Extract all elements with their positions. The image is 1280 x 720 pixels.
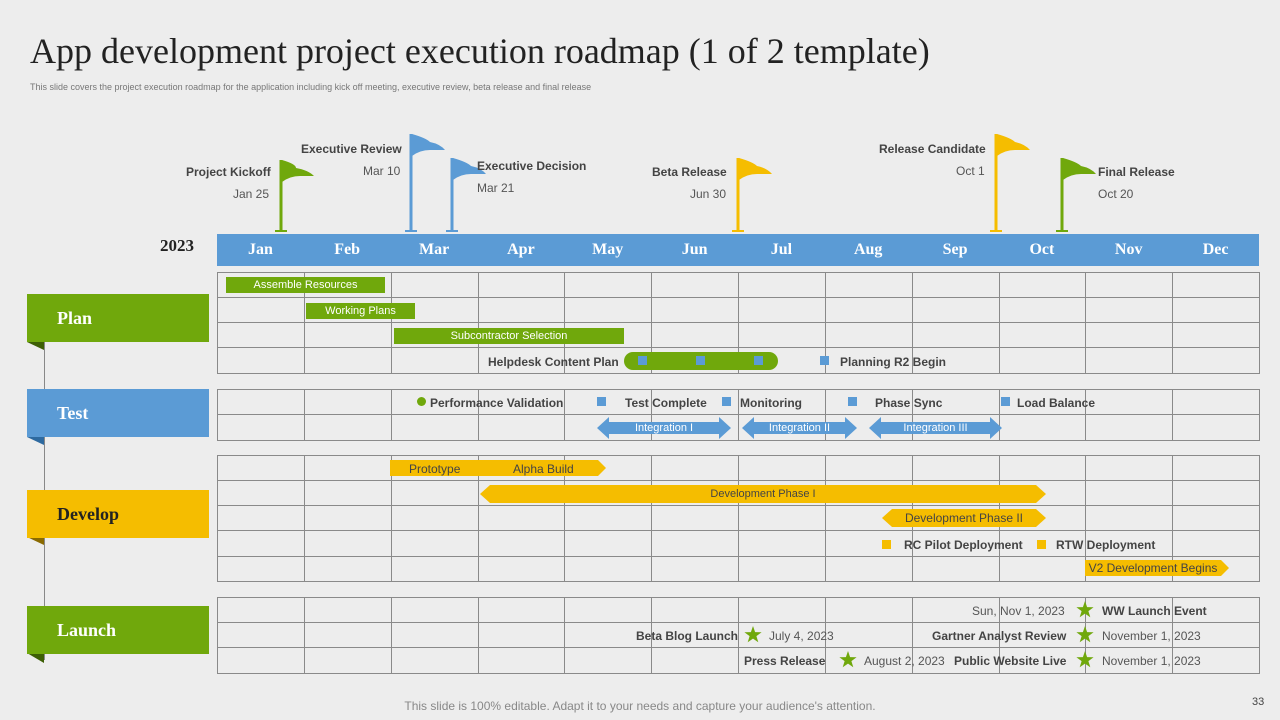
task-bar-development-phase-ii: Development Phase II [904, 511, 1024, 525]
event-label-beta-blog-launch: Beta Blog Launch [636, 629, 739, 643]
milestone-date-beta-release: Jun 30 [690, 187, 727, 201]
task-label-performance-validation: Performance Validation [430, 396, 564, 410]
month-mar: Mar [418, 241, 450, 258]
task-label-alpha-build: Alpha Build [513, 462, 574, 476]
task-bar-integration-ii: Integration II [768, 422, 831, 434]
milestone-date-executive-review: Mar 10 [363, 164, 401, 178]
month-jul: Jul [770, 241, 793, 258]
task-label-test-complete: Test Complete [625, 396, 707, 410]
milestone-date-executive-decision: Mar 21 [477, 181, 515, 195]
flag-icon-executive-review [405, 134, 445, 232]
milestone-label-final-release: Final Release [1098, 165, 1175, 179]
task-label-planning-r2-begin: Planning R2 Begin [840, 355, 947, 369]
task-bar-working-plans: Working Plans [306, 303, 415, 319]
milestone-marker [820, 356, 829, 365]
event-date-ww-launch: Sun, Nov 1, 2023 [972, 604, 1065, 618]
star-icon [1076, 601, 1094, 618]
event-date-public-website: November 1, 2023 [1102, 654, 1201, 668]
task-bar-assemble-resources: Assemble Resources [226, 277, 385, 293]
page-subtitle: This slide covers the project execution … [30, 82, 592, 92]
milestone-label-beta-release: Beta Release [652, 165, 727, 179]
task-label-prototype: Prototype [409, 462, 461, 476]
milestone-marker [1001, 397, 1010, 406]
event-date-gartner: November 1, 2023 [1102, 629, 1201, 643]
event-label-gartner-analyst-review: Gartner Analyst Review [932, 629, 1067, 643]
task-label-rtw-deployment: RTW Deployment [1056, 538, 1156, 552]
month-may: May [592, 241, 624, 258]
flag-icon-final-release [1056, 158, 1096, 232]
event-date-press-release: August 2, 2023 [864, 654, 945, 668]
month-aug: Aug [853, 241, 883, 258]
task-bar-integration-iii: Integration III [903, 422, 968, 434]
section-label-test: Test [27, 389, 209, 437]
task-label-helpdesk-content-plan: Helpdesk Content Plan [488, 355, 619, 369]
milestone-marker [722, 397, 731, 406]
milestone-marker [882, 540, 891, 549]
milestone-marker [638, 356, 647, 365]
month-oct: Oct [1029, 241, 1055, 258]
year-label: 2023 [160, 236, 194, 255]
milestone-dot [417, 397, 426, 406]
star-icon [744, 626, 762, 643]
month-jan: Jan [247, 241, 273, 258]
flag-icon-executive-decision [446, 158, 486, 232]
task-bar-subcontractor-selection: Subcontractor Selection [394, 328, 624, 344]
month-apr: Apr [507, 241, 535, 258]
event-label-public-website-live: Public Website Live [954, 654, 1067, 668]
section-label-develop: Develop [27, 490, 209, 538]
event-date-beta-blog: July 4, 2023 [769, 629, 834, 643]
milestone-marker [696, 356, 705, 365]
flag-icon-release-candidate [990, 134, 1030, 232]
section-label-launch: Launch [27, 606, 209, 654]
star-icon [839, 651, 857, 668]
month-dec: Dec [1202, 241, 1229, 258]
star-icon [1076, 651, 1094, 668]
milestone-date-release-candidate: Oct 1 [956, 164, 985, 178]
flag-icon-project-kickoff [275, 160, 314, 232]
task-label-load-balance: Load Balance [1017, 396, 1096, 410]
milestone-marker [597, 397, 606, 406]
task-label-rc-pilot-deployment: RC Pilot Deployment [904, 538, 1023, 552]
milestone-flags [275, 134, 1096, 232]
month-jun: Jun [681, 241, 708, 258]
section-label-plan: Plan [27, 294, 209, 342]
milestone-marker [754, 356, 763, 365]
milestone-date-project-kickoff: Jan 25 [233, 187, 270, 201]
month-feb: Feb [334, 241, 361, 258]
milestone-label-release-candidate: Release Candidate [879, 142, 986, 156]
task-bar-v2-development-begins: V2 Development Begins [1088, 561, 1218, 575]
task-bar-development-phase-i: Development Phase I [710, 488, 816, 500]
milestone-marker [848, 397, 857, 406]
milestone-date-final-release: Oct 20 [1098, 187, 1134, 201]
task-label-monitoring: Monitoring [740, 396, 802, 410]
page-title: App development project execution roadma… [30, 31, 930, 71]
month-nov: Nov [1114, 241, 1143, 258]
milestone-label-executive-decision: Executive Decision [477, 159, 587, 173]
task-label-phase-sync: Phase Sync [875, 396, 943, 410]
star-icon [1076, 626, 1094, 643]
month-header: Jan Feb Mar Apr May Jun Jul Aug Sep Oct … [217, 234, 1259, 266]
event-label-ww-launch: WW Launch Event [1102, 604, 1207, 618]
month-sep: Sep [942, 241, 968, 258]
page-number: 33 [1252, 696, 1265, 708]
milestone-label-executive-review: Executive Review [301, 142, 402, 156]
footer-note: This slide is 100% editable. Adapt it to… [404, 699, 876, 713]
milestone-label-project-kickoff: Project Kickoff [186, 165, 271, 179]
task-bar-integration-i: Integration I [634, 422, 694, 434]
milestone-marker [1037, 540, 1046, 549]
flag-icon-beta-release [732, 158, 772, 232]
event-label-press-release: Press Release [744, 654, 826, 668]
